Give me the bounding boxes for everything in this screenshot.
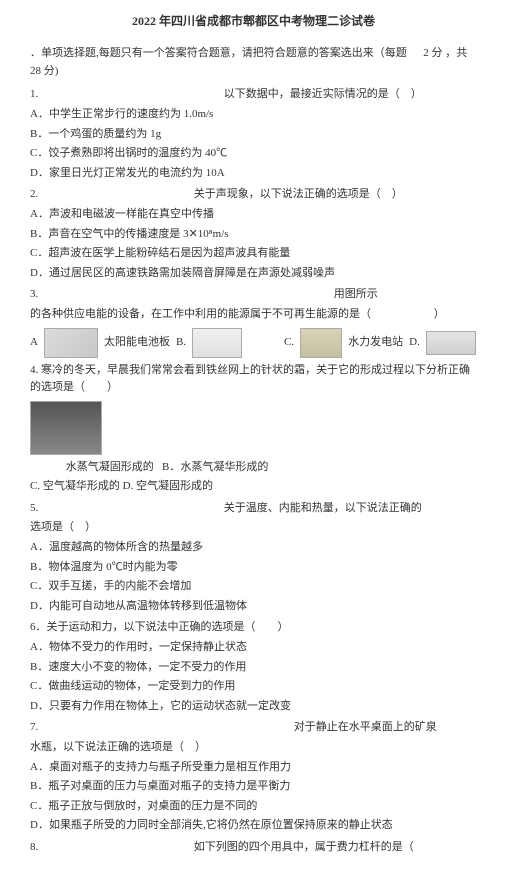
q1-number: 1. xyxy=(30,88,38,100)
q5-option-d: D．内能可自动地从高温物体转移到低温物体 xyxy=(30,598,477,616)
page-title: 2022 年四川省成都市郫都区中考物理二诊试卷 xyxy=(30,12,477,31)
q5-option-b: B．物体温度为 0℃时内能为零 xyxy=(30,559,477,577)
q4-option-cd: C. 空气凝华形成的 D. 空气凝固形成的 xyxy=(30,478,477,496)
q7-number: 7. xyxy=(30,721,38,733)
q3-c-letter: C. xyxy=(284,334,294,352)
q6-option-d: D．只要有力作用在物体上，它的运动状态就一定改变 xyxy=(30,698,477,716)
q7-line2: 水瓶，以下说法正确的选项是（ ） xyxy=(30,739,477,757)
q7-option-b: B．瓶子对桌面的压力与桌面对瓶子的支持力是平衡力 xyxy=(30,778,477,796)
q3-a-letter: A xyxy=(30,334,38,352)
q4-b-text: B．水蒸气凝华形成的 xyxy=(162,461,268,473)
q7-option-c: C．瓶子正放与倒放时，对桌面的压力是不同的 xyxy=(30,798,477,816)
q3-line2: 的各种供应电能的设备，在工作中利用的能源属于不可再生能源的是（ ） xyxy=(30,306,477,324)
q1-option-b: B．一个鸡蛋的质量约为 1g xyxy=(30,126,477,144)
q3-number: 3. xyxy=(30,288,38,300)
wind-turbine-image xyxy=(192,328,242,358)
q6-option-c: C．做曲线运动的物体，一定受到力的作用 xyxy=(30,678,477,696)
q6-option-b: B．速度大小不变的物体，一定不受力的作用 xyxy=(30,659,477,677)
q6-option-a: A．物体不受力的作用时，一定保持静止状态 xyxy=(30,639,477,657)
q4-option-ab: 水蒸气凝固形成的 B．水蒸气凝华形成的 xyxy=(30,459,477,477)
hydro-dam-image xyxy=(300,328,342,358)
q8-tail: 如下列图的四个用具中，属于费力杠杆的是（ xyxy=(194,841,414,853)
q4-image-row xyxy=(30,401,477,455)
q1-option-a: A．中学生正常步行的速度约为 1.0m/s xyxy=(30,106,477,124)
q7-option-d: D．如果瓶子所受的力同时全部消失,它将仍然在原位置保持原来的静止状态 xyxy=(30,817,477,835)
q8-stem: 8. 如下列图的四个用具中，属于费力杠杆的是（ xyxy=(30,839,477,857)
section-instruction: ．单项选择题,每题只有一个答案符合题意，请把符合题意的答案选出来（每题 2 分 … xyxy=(30,45,477,80)
q3-tail: 用图所示 xyxy=(334,288,378,300)
q3-a-label: 太阳能电池板 xyxy=(104,334,170,352)
q2-option-c: C．超声波在医学上能粉碎结石是因为超声波具有能量 xyxy=(30,245,477,263)
q7-tail: 对于静止在水平桌面上的矿泉 xyxy=(294,721,437,733)
q1-option-d: D．家里日光灯正常发光的电流约为 10A xyxy=(30,165,477,183)
q4-stem: 4. 寒冷的冬天，早晨我们常常会看到铁丝网上的针状的霜，关于它的形成过程以下分析… xyxy=(30,362,477,397)
q3-d-letter: D. xyxy=(409,334,420,352)
nuclear-plant-image xyxy=(426,331,476,355)
q3-line2-text: 的各种供应电能的设备，在工作中利用的能源属于不可再生能源的是（ xyxy=(30,308,371,320)
solar-panel-image xyxy=(44,328,98,358)
q4-a-text: 水蒸气凝固形成的 xyxy=(66,461,154,473)
q2-option-a: A．声波和电磁波一样能在真空中传播 xyxy=(30,206,477,224)
q2-option-d: D．通过居民区的高速铁路需加装隔音屏障是在声源处减弱噪声 xyxy=(30,265,477,283)
q5-stem: 5. 关于温度、内能和热量，以下说法正确的 xyxy=(30,500,477,518)
q5-option-a: A．温度越高的物体所含的热量越多 xyxy=(30,539,477,557)
q8-number: 8. xyxy=(30,841,38,853)
q7-stem: 7. 对于静止在水平桌面上的矿泉 xyxy=(30,719,477,737)
q3-stem: 3. 用图所示 xyxy=(30,286,477,304)
frost-net-image xyxy=(30,401,102,455)
q5-option-c: C．双手互搓，手的内能不会增加 xyxy=(30,578,477,596)
q5-tail: 关于温度、内能和热量，以下说法正确的 xyxy=(224,502,422,514)
q3-c-label: 水力发电站 xyxy=(348,334,403,352)
section-points-a: 2 分 xyxy=(423,47,442,59)
q1-tail: 以下数据中，最接近实际情况的是（ ） xyxy=(224,88,422,100)
q2-option-b: B．声音在空气中的传播速度是 3✕10⁸m/s xyxy=(30,226,477,244)
q6-stem: 6．关于运动和力，以下说法中正确的选项是（ ） xyxy=(30,619,477,637)
q5-line2: 选项是（ ） xyxy=(30,519,477,537)
q3-image-row: A 太阳能电池板 B. C. 水力发电站 D. xyxy=(30,328,477,358)
q1-stem: 1. 以下数据中，最接近实际情况的是（ ） xyxy=(30,86,477,104)
q5-number: 5. xyxy=(30,502,38,514)
section-instruction-text: ．单项选择题,每题只有一个答案符合题意，请把符合题意的答案选出来（每题 xyxy=(30,47,407,59)
q2-stem: 2. 关于声现象，以下说法正确的选项是（ ） xyxy=(30,186,477,204)
q2-number: 2. xyxy=(30,188,38,200)
q1-option-c: C．饺子煮熟即将出锅时的温度约为 40℃ xyxy=(30,145,477,163)
q3-b-letter: B. xyxy=(176,334,186,352)
q7-option-a: A．桌面对瓶子的支持力与瓶子所受重力是相互作用力 xyxy=(30,759,477,777)
q2-tail: 关于声现象，以下说法正确的选项是（ ） xyxy=(194,188,403,200)
